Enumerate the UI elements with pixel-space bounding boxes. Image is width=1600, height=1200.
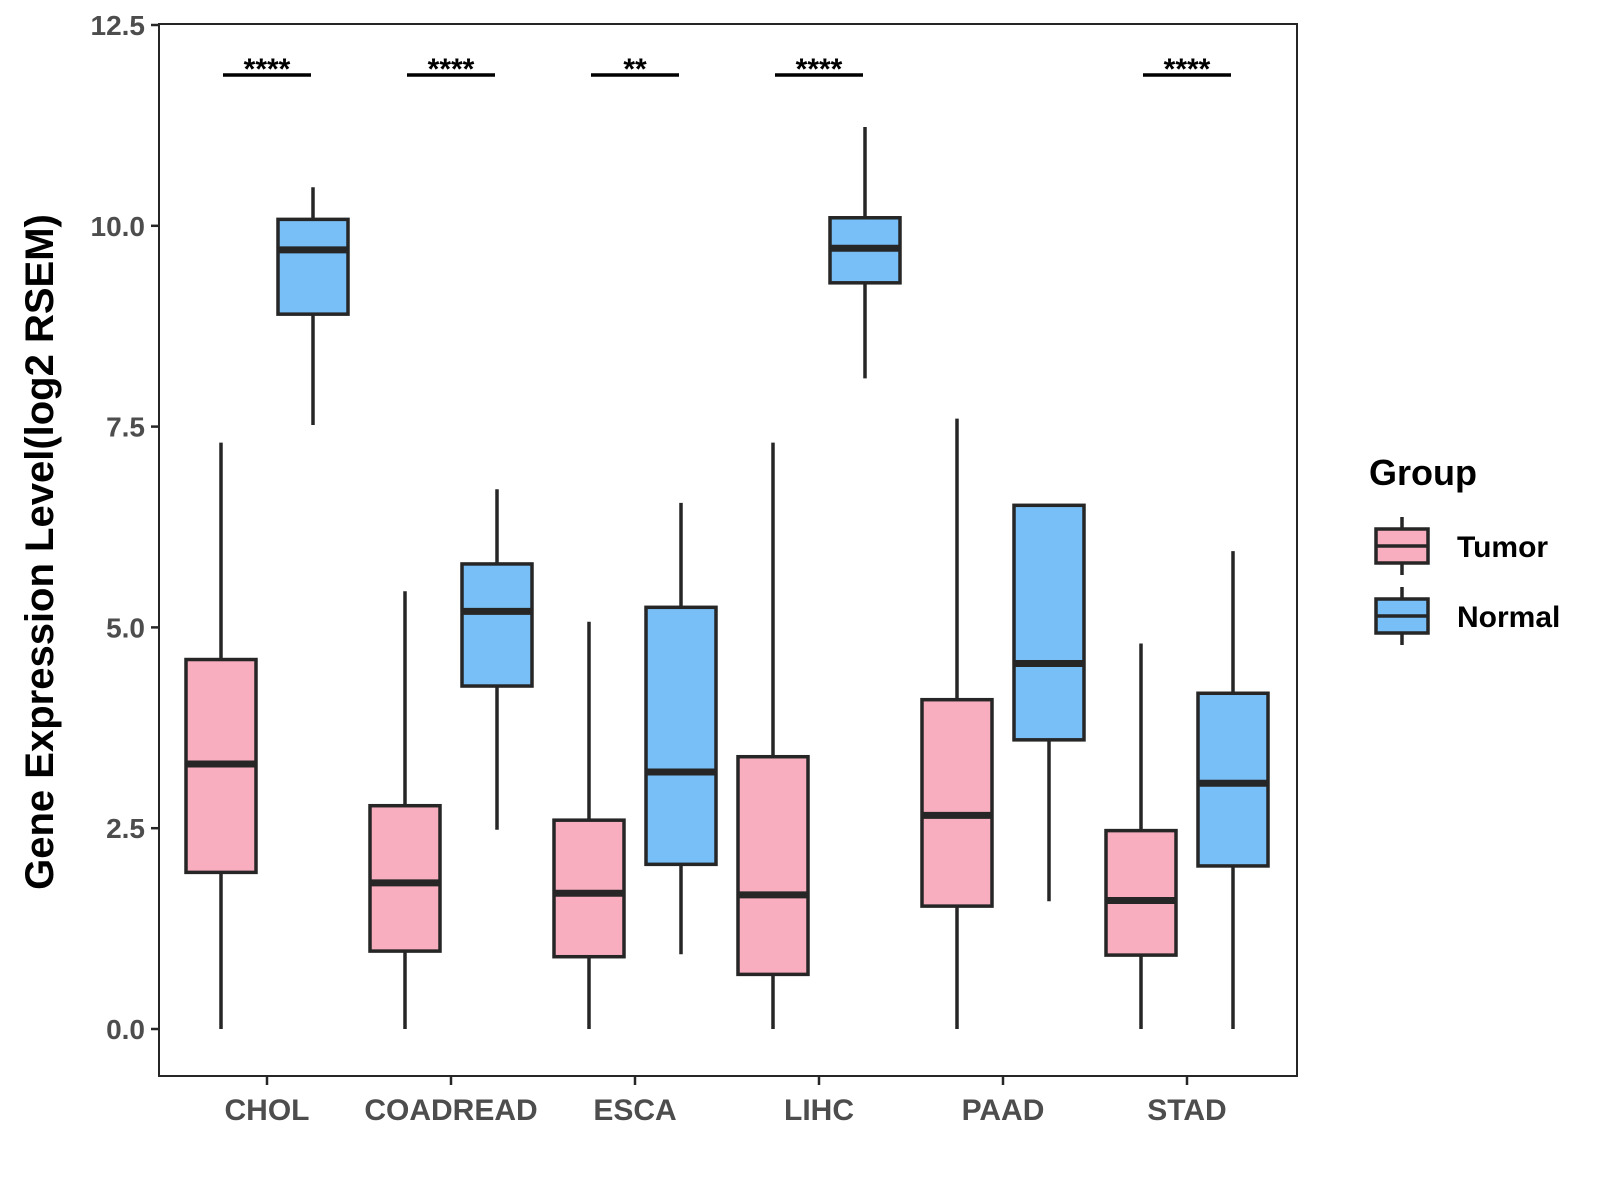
box-body — [1196, 691, 1270, 868]
box-body — [920, 697, 994, 908]
box-tumor-esca — [552, 621, 626, 1029]
significance-annotations: **** **** ** **** **** — [223, 53, 1231, 86]
legend-label-tumor: Tumor — [1457, 531, 1548, 564]
box-body — [736, 754, 810, 977]
significance-label: **** — [1164, 53, 1211, 86]
plot-marks — [184, 127, 1270, 1029]
box-normal-chol — [276, 187, 350, 425]
significance-label: **** — [796, 53, 843, 86]
y-axis-title: Gene Expression Level(log2 RSEM) — [18, 214, 62, 890]
x-tick-label: ESCA — [593, 1094, 676, 1127]
y-tick-label: 10.0 — [91, 211, 146, 242]
box-body — [644, 605, 718, 867]
box-body — [368, 803, 442, 953]
y-tick-label: 2.5 — [106, 813, 145, 844]
significance-label: **** — [428, 53, 475, 86]
legend-key-tumor — [1374, 517, 1430, 575]
box-tumor-stad — [1104, 643, 1178, 1029]
box-body — [1104, 828, 1178, 957]
box-body — [1012, 503, 1086, 742]
significance-label: ** — [623, 53, 647, 86]
box-body — [552, 818, 626, 959]
y-axis: 0.0 2.5 5.0 7.5 10.0 12.5 — [91, 10, 159, 1045]
y-tick-label: 5.0 — [106, 612, 145, 643]
x-axis: CHOL COADREAD ESCA LIHC PAAD STAD — [225, 1076, 1227, 1127]
box-tumor-chol — [184, 442, 258, 1029]
box-tumor-paad — [920, 418, 994, 1029]
legend-label-normal: Normal — [1457, 601, 1560, 634]
box-normal-coadread — [460, 489, 534, 830]
box-normal-paad — [1012, 503, 1086, 902]
legend-key-normal — [1374, 587, 1430, 645]
box-tumor-coadread — [368, 591, 442, 1029]
box-body — [460, 562, 534, 688]
x-tick-label: PAAD — [962, 1094, 1045, 1127]
legend: Group Tumor Normal — [1369, 452, 1560, 645]
y-tick-label: 0.0 — [106, 1014, 145, 1045]
significance-label: **** — [244, 53, 291, 86]
box-normal-lihc — [828, 127, 902, 379]
plot-panel-border — [158, 23, 1298, 1077]
box-body — [276, 217, 350, 316]
y-tick-label: 12.5 — [91, 10, 146, 41]
x-tick-label: STAD — [1147, 1094, 1226, 1127]
x-tick-label: COADREAD — [364, 1094, 537, 1127]
x-tick-label: CHOL — [225, 1094, 310, 1127]
y-tick-label: 7.5 — [106, 412, 145, 443]
legend-title: Group — [1369, 452, 1477, 493]
x-tick-label: LIHC — [784, 1094, 854, 1127]
box-normal-stad — [1196, 551, 1270, 1029]
box-normal-esca — [644, 502, 718, 955]
box-tumor-lihc — [736, 442, 810, 1029]
